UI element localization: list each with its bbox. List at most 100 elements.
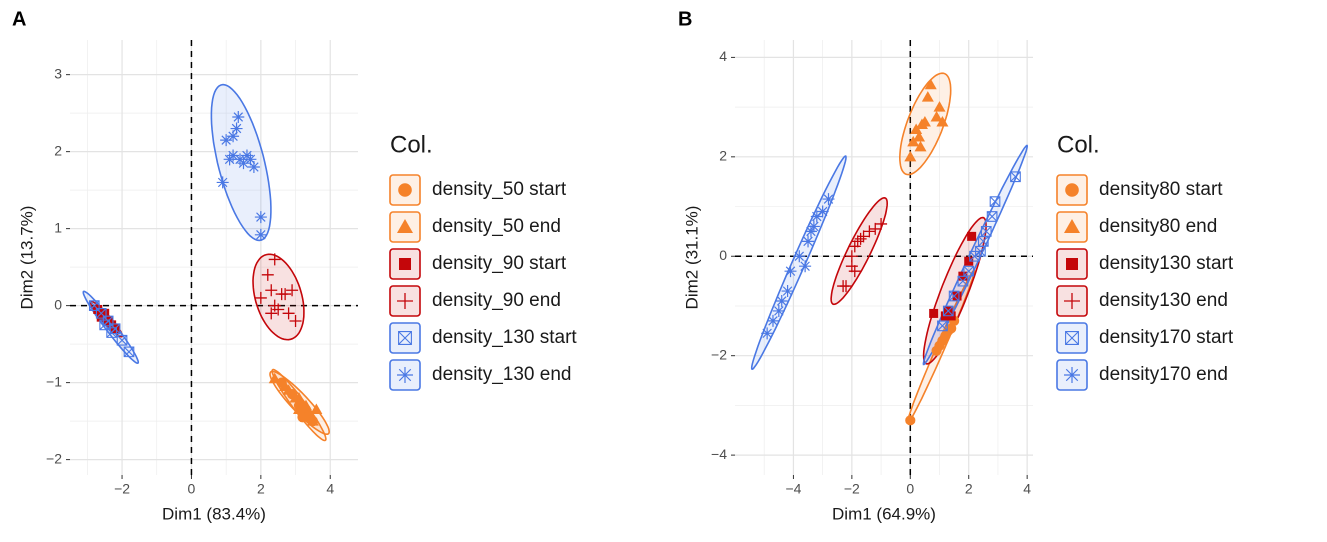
point (268, 372, 281, 384)
legend-label: density_90 start (432, 253, 567, 274)
point (845, 260, 858, 273)
point (784, 265, 797, 278)
point (116, 334, 128, 346)
point (977, 235, 989, 247)
point (804, 225, 817, 238)
x-tick-label: 0 (906, 481, 914, 497)
point (310, 403, 323, 415)
x-axis-title: Dim1 (83.4%) (162, 504, 266, 523)
point (816, 205, 829, 218)
point (905, 415, 916, 426)
legend-label: density_90 end (432, 290, 561, 311)
point (875, 217, 888, 230)
legend-marker (397, 367, 413, 383)
point (123, 346, 135, 358)
point (772, 304, 785, 317)
point (929, 308, 939, 318)
x-tick-label: −4 (785, 481, 801, 497)
point (963, 265, 975, 277)
point (937, 335, 948, 346)
y-tick-label: 2 (719, 148, 727, 164)
confidence-ellipse (830, 196, 889, 306)
point (863, 225, 876, 238)
point (254, 291, 267, 304)
point (227, 149, 240, 162)
y-tick-label: 2 (54, 142, 62, 158)
legend-marker (1065, 183, 1079, 197)
point (254, 228, 267, 241)
y-tick-label: −1 (46, 373, 62, 389)
point (810, 210, 823, 223)
point (967, 231, 977, 241)
y-tick-label: 0 (54, 296, 62, 312)
confidence-ellipse (252, 253, 305, 341)
point (942, 305, 954, 317)
point (265, 284, 278, 297)
ellipses (82, 83, 331, 442)
legend-title: Col. (1057, 131, 1100, 158)
y-tick-label: 3 (54, 65, 62, 81)
legend-label: density130 end (1099, 290, 1228, 311)
point (106, 327, 117, 338)
point (807, 220, 820, 233)
point (933, 101, 946, 112)
point (781, 285, 794, 298)
point (299, 399, 312, 411)
point (904, 150, 917, 162)
x-axis-title: Dim1 (64.9%) (832, 504, 936, 523)
point (261, 268, 274, 281)
x-tick-label: 0 (188, 481, 196, 497)
x-tick-label: −2 (844, 481, 860, 497)
point (930, 111, 943, 122)
point (957, 275, 969, 287)
legend-label: density_130 end (432, 364, 571, 385)
point (986, 211, 998, 222)
point (793, 250, 806, 263)
legend-marker (397, 293, 413, 309)
point (254, 211, 267, 224)
point (869, 222, 882, 235)
point (286, 284, 299, 297)
x-tick-label: −2 (114, 481, 130, 497)
y-tick-label: 1 (54, 219, 62, 235)
point (237, 157, 250, 170)
confidence-ellipse (750, 155, 847, 371)
legend-marker (399, 258, 411, 270)
legend-label: density_50 start (432, 179, 567, 200)
point (914, 140, 927, 152)
panel-label: B (678, 8, 692, 30)
point (854, 232, 867, 245)
x-tick-label: 4 (326, 481, 334, 497)
confidence-ellipse (210, 83, 272, 242)
point (279, 288, 292, 301)
legend-label: density_130 start (432, 327, 577, 348)
point (822, 193, 835, 206)
point (299, 411, 312, 422)
y-tick-label: −4 (711, 446, 727, 462)
point (289, 315, 302, 328)
point (937, 320, 948, 332)
point (948, 290, 960, 302)
point (230, 122, 243, 135)
point (268, 253, 281, 266)
legend-label: density170 end (1099, 364, 1228, 385)
point (227, 130, 240, 143)
y-axis-title: Dim2 (31.1%) (682, 206, 701, 310)
point (265, 307, 278, 320)
point (840, 280, 853, 293)
point (766, 314, 779, 327)
y-tick-label: 4 (719, 48, 727, 64)
point (802, 235, 815, 248)
point (924, 78, 937, 90)
point (282, 307, 295, 320)
legend-label: density170 start (1099, 327, 1234, 348)
legend-marker (398, 331, 412, 345)
legend-marker (397, 219, 413, 233)
legend-marker (398, 183, 412, 197)
point (964, 256, 974, 266)
legend-marker (1066, 258, 1078, 270)
legend-marker (1064, 219, 1080, 233)
y-tick-label: −2 (711, 346, 727, 362)
legend-label: density_50 end (432, 216, 561, 237)
point (1010, 171, 1021, 183)
